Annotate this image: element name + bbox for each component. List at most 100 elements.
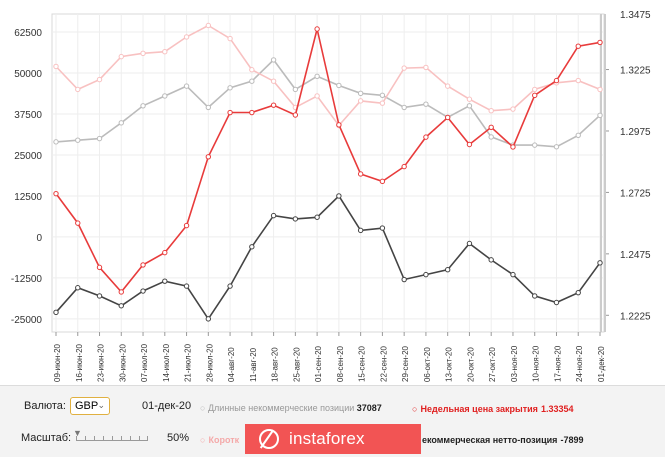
data-point <box>227 85 233 91</box>
x-tick-label: 22-сен-20 <box>379 345 388 382</box>
data-point <box>466 103 473 109</box>
x-tick-label: 13-окт-20 <box>445 347 454 382</box>
data-point <box>96 264 103 271</box>
data-point <box>423 271 429 278</box>
data-point <box>96 293 103 299</box>
data-point <box>53 63 59 70</box>
data-point <box>314 214 320 220</box>
data-point <box>292 216 299 222</box>
data-point <box>227 283 233 289</box>
data-point <box>183 283 190 289</box>
slider-tick <box>94 436 95 440</box>
x-tick-label: 29-сен-20 <box>401 345 410 382</box>
data-point <box>575 77 581 84</box>
slider-tick <box>139 436 140 440</box>
plot-area <box>51 13 605 333</box>
instaforex-banner[interactable]: instaforex <box>245 424 421 454</box>
data-point <box>292 86 299 93</box>
data-point <box>227 35 233 42</box>
data-point <box>532 293 538 299</box>
y-left-tick-label: -25000 <box>11 315 43 326</box>
x-tick-label: 17-ноя-20 <box>553 345 562 382</box>
data-point <box>162 249 168 256</box>
data-point <box>597 39 603 46</box>
legend-close-label: Недельная цена закрытия <box>420 404 538 414</box>
data-point <box>336 193 342 199</box>
x-tick-label: 11-авг-20 <box>249 347 258 382</box>
data-point <box>205 22 212 29</box>
data-point <box>597 260 603 266</box>
data-point <box>488 108 494 114</box>
data-point <box>118 303 124 309</box>
data-point <box>510 144 516 150</box>
data-point <box>597 86 603 93</box>
data-point <box>575 43 581 49</box>
x-tick-label: 07-июл-20 <box>140 343 149 382</box>
legend-long-label: Длинные некоммерческие позиции <box>207 403 355 413</box>
data-point <box>183 34 190 40</box>
data-point <box>423 64 429 71</box>
y-left-tick-label: -12500 <box>11 274 43 285</box>
x-tick-label: 15-сен-20 <box>358 345 367 382</box>
data-point <box>532 142 538 148</box>
y-right-tick-label: 1.2975 <box>620 127 651 138</box>
data-point <box>314 73 320 79</box>
y-left-tick-label: 50000 <box>14 69 42 80</box>
data-point <box>183 222 190 229</box>
x-tick-label: 01-дек-20 <box>597 346 606 382</box>
data-point <box>205 154 212 160</box>
data-point <box>444 267 451 273</box>
series-line <box>55 24 601 127</box>
data-point <box>444 114 451 121</box>
data-point <box>597 112 603 119</box>
slider-tick <box>103 436 104 440</box>
data-point <box>270 57 277 63</box>
x-tick-label: 08-сен-20 <box>336 345 345 382</box>
x-tick-label: 23-июн-20 <box>97 343 106 382</box>
data-point <box>532 92 538 99</box>
data-point <box>314 26 320 32</box>
series-line <box>55 194 601 321</box>
x-tick-label: 01-сен-20 <box>314 345 323 382</box>
data-point <box>249 109 255 116</box>
legend-close-value: 1.33354 <box>540 404 574 414</box>
y-left-tick-label: 62500 <box>14 28 42 39</box>
data-point <box>357 90 364 97</box>
currency-select[interactable]: GBP ⌄ <box>70 397 110 415</box>
data-point <box>227 109 233 116</box>
cot-chart: 62500 50000 37500 25000 12500 0 -12500 -25000 1.… <box>11 10 651 382</box>
slider-handle-icon[interactable]: ▼ <box>73 428 82 438</box>
legend-long-marker: ○ <box>200 403 206 413</box>
legend-short: ○ Коротк <box>200 434 239 446</box>
legend-short-marker: ○ <box>200 435 206 445</box>
data-point <box>423 134 429 140</box>
slider-tick <box>147 436 148 440</box>
data-point <box>532 86 538 93</box>
data-point <box>466 96 473 102</box>
data-point <box>553 144 560 150</box>
report-date: 01-дек-20 <box>142 400 192 412</box>
y-right-tick-label: 1.2725 <box>620 188 651 199</box>
chart-svg: 62500 50000 37500 25000 12500 0 -12500 -25000 1.… <box>11 10 651 382</box>
data-point <box>401 104 407 111</box>
slider-tick <box>130 436 131 440</box>
x-tick-label: 03-ноя-20 <box>510 345 519 382</box>
data-point <box>53 190 59 197</box>
data-point <box>162 278 168 284</box>
x-tick-label: 20-окт-20 <box>466 347 475 382</box>
legend-long-value: 37087 <box>356 403 382 413</box>
data-point <box>118 53 124 60</box>
data-point <box>96 76 103 83</box>
data-point <box>75 220 81 226</box>
data-point <box>379 225 386 231</box>
data-point <box>466 240 473 247</box>
data-point <box>292 112 299 118</box>
y-left-tick-label: 12500 <box>14 192 42 203</box>
data-point <box>357 227 364 234</box>
y-right-tick-label: 1.2475 <box>620 250 651 261</box>
data-point <box>357 171 364 177</box>
data-point <box>444 83 451 89</box>
x-tick-label: 16-июн-20 <box>75 343 84 382</box>
scale-slider[interactable]: ▼ <box>73 428 148 441</box>
data-point <box>488 124 494 130</box>
